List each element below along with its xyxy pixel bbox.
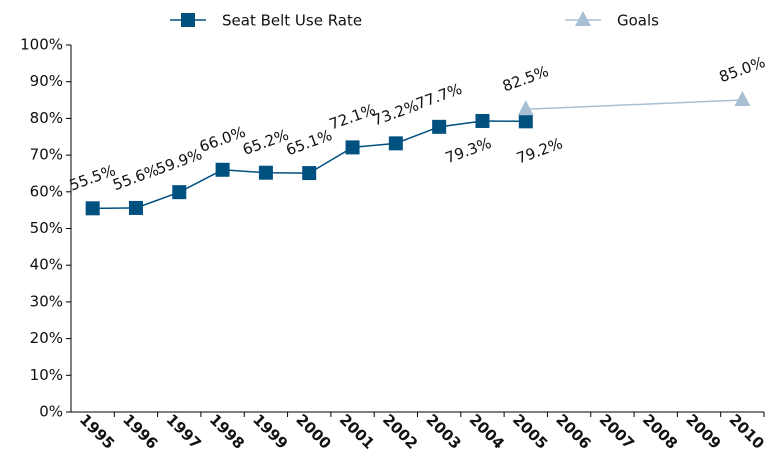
x-tick-label: 2005 xyxy=(509,411,551,453)
x-tick-label: 2006 xyxy=(552,411,594,453)
x-tick-label: 2007 xyxy=(596,411,638,453)
x-tick-label: 2010 xyxy=(726,411,768,453)
point xyxy=(85,201,100,216)
data-label: 79.2% xyxy=(514,134,565,167)
point xyxy=(215,162,230,177)
point xyxy=(734,91,751,107)
point xyxy=(345,140,360,155)
x-tick-label: 2000 xyxy=(292,411,334,453)
x-tick-label: 2002 xyxy=(379,411,421,453)
x-tick-label: 1997 xyxy=(163,411,205,453)
x-tick-label: 2004 xyxy=(466,411,508,453)
data-label: 65.1% xyxy=(284,126,335,159)
legend-marker xyxy=(181,13,195,27)
y-tick-label: 30% xyxy=(30,292,63,310)
data-label: 72.1% xyxy=(327,100,378,133)
legend-label: Seat Belt Use Rate xyxy=(222,12,362,30)
point xyxy=(172,185,187,200)
point xyxy=(518,114,533,129)
y-tick-label: 70% xyxy=(30,146,63,164)
x-tick-label: 2008 xyxy=(639,411,681,453)
x-tick-label: 2001 xyxy=(336,411,378,453)
x-tick-label: 2003 xyxy=(422,411,464,453)
point xyxy=(517,100,534,116)
data-label: 79.3% xyxy=(443,134,494,167)
data-label: 66.0% xyxy=(197,123,248,156)
point xyxy=(128,200,143,215)
data-label: 55.6% xyxy=(110,161,161,194)
x-tick-label: 1999 xyxy=(249,411,291,453)
data-label: 59.9% xyxy=(154,145,205,178)
point xyxy=(432,119,447,134)
point xyxy=(475,113,490,128)
y-tick-label: 100% xyxy=(20,36,63,54)
series-line xyxy=(525,99,743,110)
y-tick-label: 20% xyxy=(30,329,63,347)
x-tick-label: 1996 xyxy=(119,411,161,453)
y-tick-label: 10% xyxy=(30,366,63,384)
y-tick-label: 80% xyxy=(30,109,63,127)
y-tick-label: 50% xyxy=(30,219,63,237)
y-tick-label: 60% xyxy=(30,182,63,200)
x-tick-label: 1998 xyxy=(206,411,248,453)
point xyxy=(388,136,403,151)
point xyxy=(302,166,317,181)
data-label: 85.0% xyxy=(717,53,768,86)
y-tick-label: 90% xyxy=(30,72,63,90)
data-label: 77.7% xyxy=(414,80,465,113)
data-label: 73.2% xyxy=(370,96,421,129)
y-tick-label: 40% xyxy=(30,256,63,274)
legend-marker xyxy=(575,11,591,26)
x-tick-label: 2009 xyxy=(682,411,724,453)
legend-label: Goals xyxy=(617,12,659,30)
y-tick-label: 0% xyxy=(39,403,63,421)
x-tick-label: 1995 xyxy=(76,411,118,453)
data-label: 82.5% xyxy=(500,62,551,95)
point xyxy=(258,165,273,180)
